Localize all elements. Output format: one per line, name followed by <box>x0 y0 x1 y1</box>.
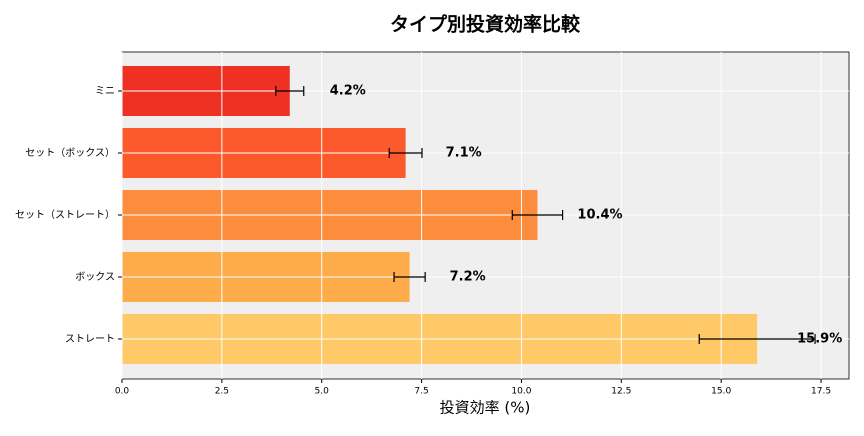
x-axis-label: 投資効率 (%) <box>440 399 531 417</box>
y-tick-label: ミニ <box>95 86 115 97</box>
error-bar <box>698 334 816 344</box>
x-tick-label: 0.0 <box>115 387 130 397</box>
data-label: 7.2% <box>450 270 486 285</box>
data-label: 4.2% <box>330 84 366 99</box>
y-tick-label: ボックス <box>75 271 115 283</box>
x-tick-label: 17.5 <box>811 387 831 397</box>
x-tick-label: 10.0 <box>511 387 531 397</box>
error-bar <box>511 210 564 220</box>
error-bar <box>275 86 305 96</box>
data-label: 15.9% <box>797 332 842 347</box>
x-tick-label: 2.5 <box>215 387 229 397</box>
x-tick-label: 5.0 <box>315 387 330 397</box>
y-tick-label: ストレート <box>65 334 115 345</box>
error-bar <box>388 148 423 158</box>
x-tick-label: 7.5 <box>414 387 428 397</box>
x-tick-label: 12.5 <box>611 387 631 397</box>
x-tick-label: 15.0 <box>711 387 731 397</box>
data-label: 7.1% <box>446 146 482 161</box>
error-bar <box>393 272 426 282</box>
y-tick-label: セット（ボックス） <box>25 147 115 159</box>
y-tick-label: セット（ストレート） <box>15 209 115 221</box>
data-label: 10.4% <box>577 208 622 223</box>
chart-title: タイプ別投資効率比較 <box>390 13 581 36</box>
